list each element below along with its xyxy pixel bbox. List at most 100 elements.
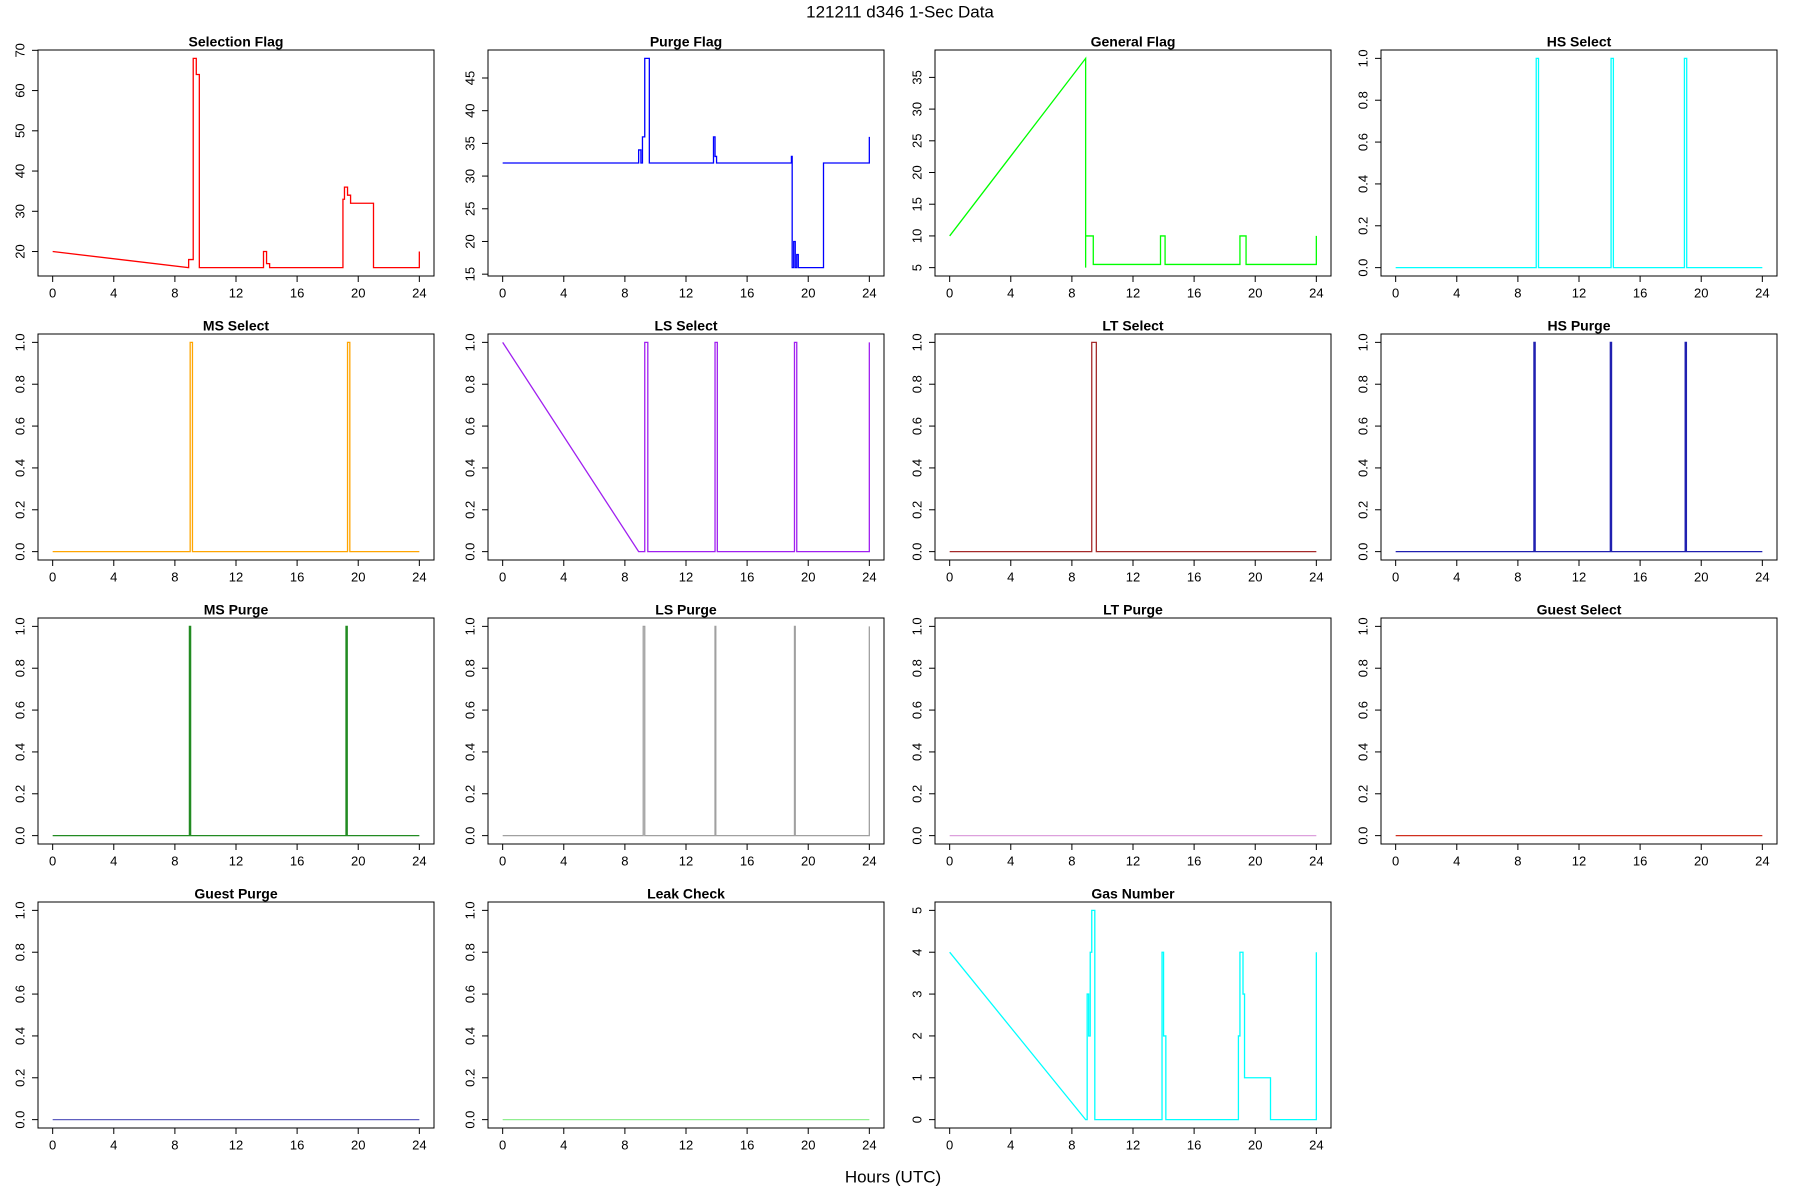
y-tick-label: 1.0 (909, 333, 924, 351)
plot-frame (934, 901, 1332, 1129)
panel: Selection Flag 0 4 8 12 16 20 24 20 30 40 50 60 70 (12, 34, 435, 300)
panel: HS Select 0 4 8 12 16 20 24 0.0 0.2 0.4 0.6 0.8 1.0 (1355, 34, 1778, 300)
y-tick-label: 1.0 (462, 617, 477, 635)
x-tick-label: 16 (290, 569, 304, 584)
x-tick-label: 0 (946, 853, 953, 868)
panel-title: Purge Flag (650, 34, 722, 50)
x-tick-label: 8 (621, 569, 628, 584)
x-tick-label: 8 (621, 285, 628, 300)
plot-frame (37, 617, 435, 845)
panel: General Flag 0 4 8 12 16 20 24 5 10 15 20 25 30 35 (909, 34, 1332, 300)
data-line (52, 341, 420, 553)
panel-title: LT Select (1102, 318, 1164, 334)
y-tick-label: 1.0 (1355, 333, 1370, 351)
x-tick-label: 0 (1392, 285, 1399, 300)
x-tick-label: 20 (1694, 853, 1708, 868)
x-tick-label: 12 (679, 569, 693, 584)
panel-title: MS Purge (204, 602, 269, 618)
x-tick-label: 8 (621, 1137, 628, 1152)
data-line (502, 57, 870, 269)
y-tick-label: 0.2 (1355, 785, 1370, 803)
x-tick-label: 16 (1187, 285, 1201, 300)
y-tick-label: 30 (12, 204, 27, 218)
x-tick-label: 4 (110, 285, 117, 300)
y-tick-label: 0.6 (12, 701, 27, 719)
x-tick-label: 0 (499, 569, 506, 584)
x-tick-label: 20 (1694, 569, 1708, 584)
y-tick-label: 0.6 (462, 701, 477, 719)
plot-frame (934, 49, 1332, 277)
y-tick-label: 0.2 (909, 501, 924, 519)
y-tick-label: 1.0 (12, 617, 27, 635)
y-tick-label: 0.2 (462, 501, 477, 519)
x-tick-label: 16 (1187, 569, 1201, 584)
plot-frame (934, 617, 1332, 845)
x-tick-label: 12 (679, 1137, 693, 1152)
x-tick-label: 20 (801, 1137, 815, 1152)
x-tick-label: 4 (560, 1137, 567, 1152)
x-tick-label: 12 (679, 285, 693, 300)
y-tick-label: 5 (909, 907, 924, 914)
panel-title: Selection Flag (189, 34, 284, 50)
x-tick-label: 0 (946, 569, 953, 584)
panel: HS Purge 0 4 8 12 16 20 24 0.0 0.2 0.4 0.6 0.8 1.0 (1355, 318, 1778, 584)
y-tick-label: 30 (462, 169, 477, 183)
x-tick-label: 12 (1126, 853, 1140, 868)
x-tick-label: 16 (1633, 285, 1647, 300)
y-tick-label: 35 (462, 136, 477, 150)
x-tick-label: 24 (412, 285, 426, 300)
y-tick-label: 0.8 (462, 943, 477, 961)
y-tick-label: 0.0 (1355, 259, 1370, 277)
plot-frame (1380, 333, 1778, 561)
x-tick-label: 20 (351, 285, 365, 300)
y-tick-label: 0.0 (12, 1111, 27, 1129)
panel: Guest Purge 0 4 8 12 16 20 24 0.0 0.2 0.4 0.6 0.8 1.0 (12, 886, 435, 1152)
y-tick-label: 0.6 (1355, 701, 1370, 719)
y-tick-label: 0.6 (1355, 133, 1370, 151)
y-tick-label: 0.4 (12, 1027, 27, 1045)
y-tick-label: 1.0 (462, 333, 477, 351)
x-tick-label: 24 (1755, 569, 1769, 584)
x-tick-label: 12 (229, 569, 243, 584)
y-tick-label: 40 (462, 103, 477, 117)
x-tick-label: 4 (560, 853, 567, 868)
y-tick-label: 0.8 (1355, 91, 1370, 109)
plot-frame (37, 49, 435, 277)
x-tick-label: 12 (1126, 1137, 1140, 1152)
y-tick-label: 0.0 (12, 827, 27, 845)
x-tick-label: 24 (1309, 285, 1323, 300)
x-tick-label: 4 (560, 285, 567, 300)
y-tick-label: 0.8 (12, 659, 27, 677)
x-tick-label: 16 (1187, 853, 1201, 868)
x-tick-label: 8 (1514, 285, 1521, 300)
y-tick-label: 0.8 (12, 375, 27, 393)
x-tick-label: 20 (1248, 285, 1262, 300)
panel-title: LT Purge (1103, 602, 1163, 618)
x-tick-label: 16 (740, 853, 754, 868)
x-tick-label: 0 (499, 1137, 506, 1152)
x-tick-label: 0 (49, 853, 56, 868)
data-line (1395, 57, 1763, 269)
x-tick-label: 24 (1309, 1137, 1323, 1152)
panel-title: Guest Select (1537, 602, 1622, 618)
panel-title: Leak Check (647, 886, 725, 902)
panel: LT Purge 0 4 8 12 16 20 24 0.0 0.2 0.4 0.6 0.8 1.0 (909, 602, 1332, 868)
x-tick-label: 16 (1633, 569, 1647, 584)
y-tick-label: 0.8 (1355, 659, 1370, 677)
x-tick-label: 12 (1572, 853, 1586, 868)
panel-title: Guest Purge (194, 886, 277, 902)
y-tick-label: 0.0 (1355, 543, 1370, 561)
figure-title: 121211 d346 1-Sec Data (806, 2, 994, 21)
x-tick-label: 24 (1309, 569, 1323, 584)
y-tick-label: 0.2 (12, 785, 27, 803)
y-tick-label: 35 (909, 70, 924, 84)
y-tick-label: 0.6 (12, 985, 27, 1003)
data-line (949, 56, 1317, 268)
y-tick-label: 0.4 (1355, 175, 1370, 193)
x-tick-label: 0 (49, 1137, 56, 1152)
x-tick-label: 24 (862, 569, 876, 584)
x-tick-label: 16 (290, 1137, 304, 1152)
x-tick-label: 20 (801, 853, 815, 868)
